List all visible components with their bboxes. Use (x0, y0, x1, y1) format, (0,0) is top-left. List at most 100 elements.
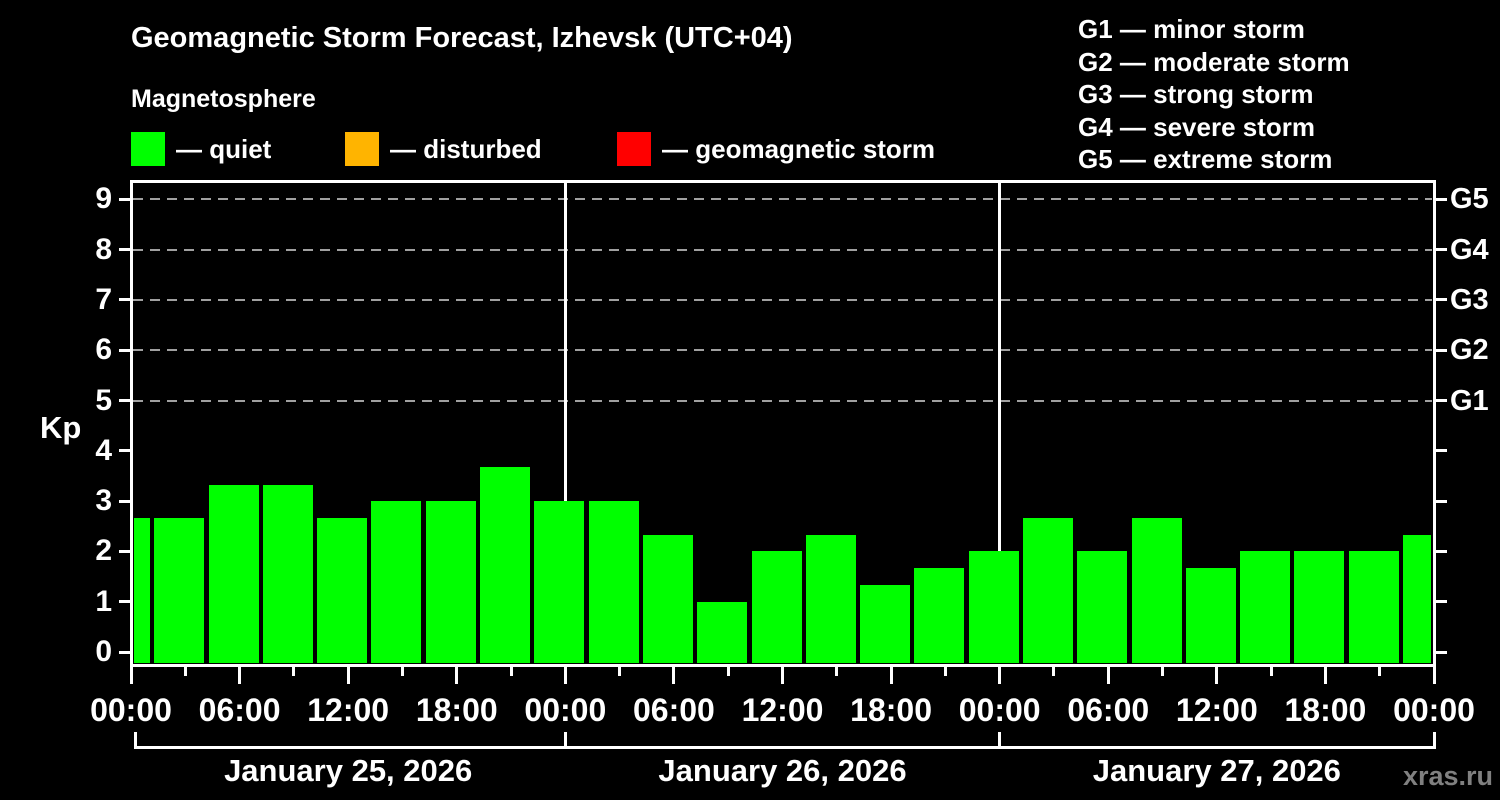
x-major-tick (1323, 666, 1327, 684)
quiet-color-swatch (131, 132, 165, 166)
x-tick-label: 18:00 (850, 692, 932, 728)
x-tick-label: 00:00 (90, 692, 172, 728)
x-major-tick (1106, 666, 1110, 684)
x-minor-tick (726, 666, 730, 676)
right-axis-tick (1435, 650, 1447, 654)
g-axis-label: G4 (1450, 233, 1489, 266)
right-axis-line (1432, 179, 1436, 667)
kp-bar (914, 567, 965, 663)
kp-bar (262, 484, 313, 663)
legend-item-disturbed: — disturbed (345, 131, 542, 167)
x-minor-tick (1052, 666, 1056, 676)
kp-gridline (133, 198, 1432, 201)
day-boundary-line (564, 182, 567, 663)
x-tick-label: 00:00 (958, 692, 1041, 728)
right-axis-tick (1435, 549, 1447, 553)
g-axis-label: G3 (1450, 283, 1489, 316)
x-tick-label: 06:00 (632, 692, 715, 728)
x-major-tick (1432, 666, 1436, 684)
g-scale-legend: G1 — minor storm G2 — moderate storm G3 … (1078, 13, 1350, 176)
right-axis-tick (1435, 197, 1447, 201)
g-legend-line-g1: G1 — minor storm (1078, 14, 1305, 44)
kp-bar (1131, 517, 1182, 663)
y-axis-tick (118, 449, 130, 453)
legend-label-disturbed: — disturbed (390, 133, 542, 164)
x-axis-line (129, 663, 1436, 667)
x-minor-tick (1378, 666, 1382, 676)
kp-bar (805, 534, 856, 663)
x-major-tick (129, 666, 133, 684)
x-tick-label: 00:00 (524, 692, 607, 728)
kp-bar (425, 501, 476, 663)
x-major-tick (1215, 666, 1219, 684)
x-tick-label: 18:00 (1284, 692, 1367, 728)
disturbed-color-swatch (345, 132, 379, 166)
kp-bar (697, 601, 748, 663)
day-bracket-tick (1432, 732, 1436, 749)
date-label: January 26, 2026 (658, 753, 907, 788)
kp-bar (1348, 551, 1399, 663)
g-legend-line-g5: G5 — extreme storm (1078, 144, 1333, 174)
day-boundary-line (998, 182, 1001, 663)
x-tick-label: 06:00 (1067, 692, 1150, 728)
kp-bar (208, 484, 259, 663)
y-axis-tick (118, 197, 130, 201)
date-label: January 25, 2026 (224, 753, 473, 788)
watermark: xras.ru (1402, 761, 1493, 791)
plot-top-border (129, 179, 1436, 183)
right-axis-tick (1435, 248, 1447, 252)
x-major-tick (672, 666, 676, 684)
legend-item-quiet: — quiet (131, 131, 271, 167)
y-tick-label: 4 (95, 433, 112, 467)
g-legend-line-g2: G2 — moderate storm (1078, 46, 1350, 77)
g-legend-line-g4: G4 — severe storm (1078, 111, 1316, 142)
x-tick-label: 06:00 (198, 692, 281, 728)
x-tick-label: 18:00 (415, 692, 498, 728)
g-axis-label: G2 (1450, 334, 1489, 367)
kp-bar (968, 551, 1019, 663)
legend-label-storm: — geomagnetic storm (662, 133, 936, 164)
day-bracket-tick (563, 732, 567, 749)
y-axis-tick (118, 348, 130, 352)
x-major-tick (346, 666, 350, 684)
kp-bar (1185, 567, 1236, 663)
x-major-tick (781, 666, 784, 684)
x-minor-tick (1161, 666, 1165, 676)
right-axis-tick (1435, 399, 1447, 402)
x-tick-label: 12:00 (307, 692, 390, 728)
kp-bar (371, 501, 422, 663)
kp-gridline (133, 298, 1432, 301)
kp-bar (1403, 534, 1431, 663)
kp-bar (317, 517, 368, 663)
y-axis-tick (118, 248, 130, 252)
kp-bar (154, 517, 205, 663)
x-tick-label: 12:00 (1175, 692, 1258, 728)
x-tick-label: 00:00 (1393, 692, 1475, 728)
x-minor-tick (183, 666, 187, 676)
chart-subtitle: Magnetosphere (131, 85, 316, 113)
y-tick-label: 0 (95, 635, 112, 668)
kp-bar (534, 501, 585, 663)
y-axis-tick (118, 600, 130, 604)
y-tick-label: 8 (95, 232, 112, 266)
y-tick-label: 1 (95, 584, 112, 618)
x-minor-tick (835, 666, 839, 676)
y-axis-tick (118, 650, 130, 654)
kp-gridline (133, 248, 1432, 251)
y-axis-tick (118, 499, 130, 503)
y-tick-label: 5 (95, 383, 112, 417)
day-bracket-tick (998, 732, 1002, 749)
y-tick-label: 2 (95, 534, 112, 568)
x-minor-tick (509, 666, 513, 676)
x-tick-label: 12:00 (741, 692, 824, 728)
y-tick-label: 7 (95, 282, 112, 316)
x-major-tick (563, 666, 567, 684)
kp-bar (134, 517, 150, 663)
x-minor-tick (618, 666, 622, 676)
kp-gridline (133, 349, 1432, 352)
legend-label-quiet: — quiet (176, 133, 272, 164)
x-major-tick (889, 666, 893, 684)
